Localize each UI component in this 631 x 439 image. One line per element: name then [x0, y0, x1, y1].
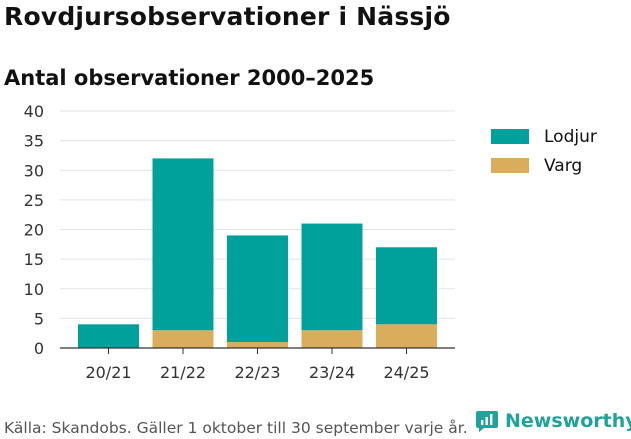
- bar-lodjur-24-25: [376, 247, 437, 325]
- y-tick-label: 25: [24, 191, 44, 210]
- x-axis-ticks: 20/21 21/22 22/23 23/24 24/25: [85, 348, 430, 382]
- legend-label-lodjur: Lodjur: [544, 127, 597, 147]
- bars: [78, 158, 437, 348]
- x-tick-label: 21/22: [160, 363, 206, 382]
- newsworthy-logo-icon: [476, 411, 498, 432]
- y-tick-label: 40: [24, 102, 44, 121]
- bar-lodjur-23-24: [301, 223, 363, 331]
- y-tick-label: 15: [24, 250, 44, 269]
- y-tick-label: 35: [24, 132, 44, 151]
- legend-label-varg: Varg: [544, 156, 582, 176]
- brand-name: Newsworthy: [505, 410, 631, 432]
- y-tick-label: 30: [24, 161, 44, 180]
- bar-lodjur-21-22: [152, 158, 214, 331]
- x-tick-label: 24/25: [383, 363, 429, 382]
- bar-varg-23-24: [301, 330, 363, 348]
- y-tick-label: 5: [34, 309, 44, 328]
- chart-title: Rovdjursobservationer i Nässjö: [4, 2, 451, 31]
- bar-varg-22-23: [227, 342, 288, 348]
- legend-swatch-varg: [491, 158, 529, 173]
- source-note: Källa: Skandobs. Gäller 1 oktober till 3…: [4, 419, 468, 437]
- x-tick-label: 22/23: [234, 363, 280, 382]
- chart-subtitle: Antal observationer 2000–2025: [4, 66, 375, 90]
- legend-swatch-lodjur: [491, 129, 529, 144]
- y-tick-label: 20: [24, 221, 44, 240]
- bar-varg-24-25: [376, 324, 437, 348]
- bar-lodjur-22-23: [227, 235, 288, 343]
- y-tick-label: 10: [24, 280, 44, 299]
- y-axis-ticks: 0 5 10 15 20 25 30 35 40: [24, 102, 44, 358]
- newsworthy-logo: Newsworthy: [475, 409, 631, 433]
- bar-lodjur-20-21: [78, 324, 139, 348]
- legend: Lodjur Varg: [491, 127, 597, 176]
- x-tick-label: 23/24: [309, 363, 355, 382]
- bar-varg-21-22: [152, 330, 214, 348]
- y-tick-label: 0: [34, 339, 44, 358]
- x-tick-label: 20/21: [85, 363, 131, 382]
